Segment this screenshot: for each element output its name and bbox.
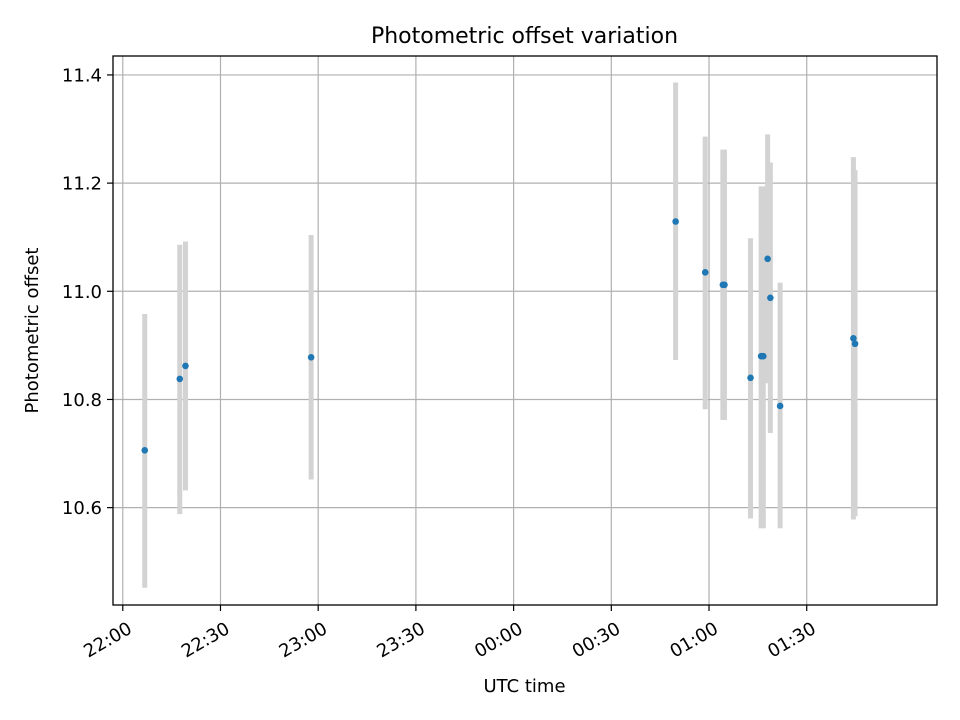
axes (112, 55, 938, 606)
x-tick-label: 00:00 (471, 618, 526, 662)
data-point (759, 352, 767, 360)
x-tick-label: 23:30 (373, 618, 428, 662)
y-tick-label: 11.0 (62, 282, 102, 303)
error-bars (142, 82, 858, 588)
data-point (747, 374, 754, 382)
x-tick-label: 22:30 (178, 618, 233, 662)
y-axis-label: Photometric offset (22, 248, 43, 414)
x-axis-label: UTC time (483, 676, 565, 697)
x-tick-label: 00:30 (569, 618, 624, 662)
data-point (141, 447, 149, 454)
data-point (176, 375, 184, 383)
data-point (850, 335, 857, 342)
y-tick-label: 11.2 (62, 174, 102, 195)
chart-title: Photometric offset variation (371, 24, 678, 49)
data-points (141, 218, 859, 454)
data-point (182, 362, 189, 370)
plot-frame (112, 55, 938, 606)
data-point (776, 402, 784, 410)
x-tick-label: 01:30 (764, 618, 819, 662)
y-tick-label: 11.4 (62, 65, 102, 86)
x-axis-ticks: 22:00 22:30 23:00 23:30 00:00 00:30 01:00 01:30 (80, 605, 820, 662)
data-point (701, 269, 709, 276)
data-point (767, 294, 774, 302)
x-tick-label: 23:00 (276, 618, 331, 662)
grid-lines (113, 56, 937, 605)
data-point (721, 281, 728, 289)
data-point (851, 340, 859, 348)
x-tick-label: 01:00 (666, 618, 721, 662)
data-point (307, 353, 315, 361)
y-axis-ticks: 10.6 10.8 11.0 11.2 11.4 (62, 65, 113, 519)
data-point (764, 255, 771, 263)
data-point (672, 218, 679, 225)
y-tick-label: 10.8 (62, 390, 102, 411)
y-tick-label: 10.6 (62, 498, 102, 519)
x-tick-label: 22:00 (80, 618, 135, 662)
